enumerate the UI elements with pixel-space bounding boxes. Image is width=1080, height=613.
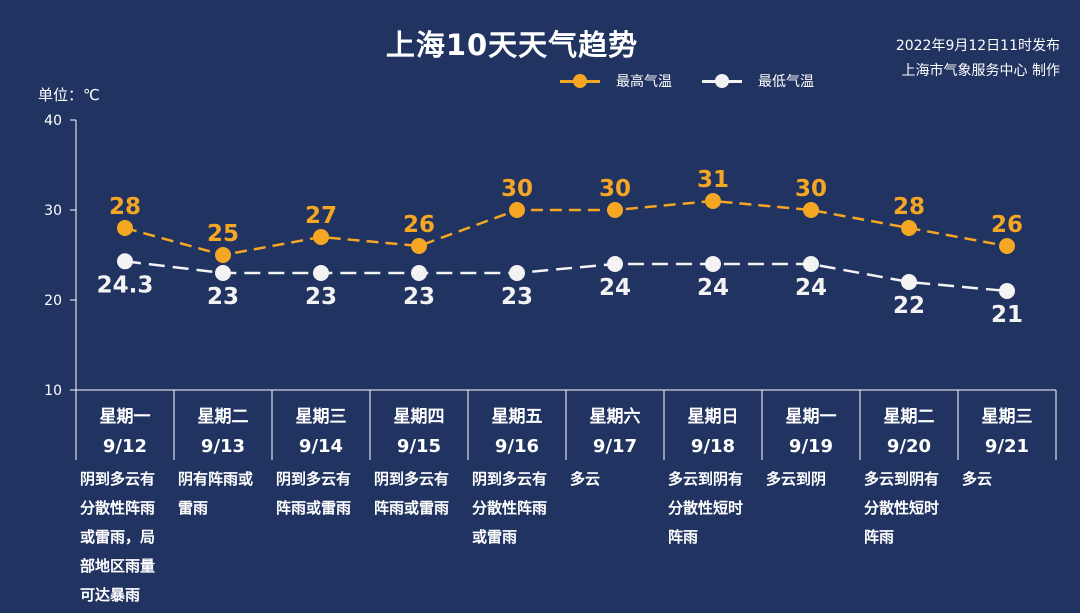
y-tick-label: 10 (44, 383, 62, 399)
weather-description: 多云到阴 (766, 470, 827, 488)
x-date-label: 9/20 (887, 436, 931, 457)
data-label-low: 24.3 (97, 272, 154, 298)
x-date-label: 9/17 (593, 436, 637, 457)
series-line-high (124, 199, 1008, 257)
point-high (215, 247, 231, 263)
legend-swatch-high (560, 74, 600, 88)
weather-description: 阴到多云有 分散性阵雨 或雷雨，局 部地区雨量 可达暴雨 (80, 470, 156, 604)
point-high (411, 238, 427, 254)
x-date-label: 9/14 (299, 436, 343, 457)
data-label-high: 26 (991, 212, 1023, 238)
data-label-low: 24 (697, 275, 729, 301)
weather-description: 阴到多云有 分散性阵雨 或雷雨 (472, 470, 548, 546)
data-label-low: 23 (305, 284, 337, 310)
point-low (411, 265, 427, 281)
legend-item-high: 最高气温 (560, 71, 672, 91)
point-high (607, 202, 623, 218)
data-label-high: 28 (109, 194, 141, 220)
point-high (509, 202, 525, 218)
point-high (901, 220, 917, 236)
x-weekday-label: 星期三 (982, 407, 1033, 427)
x-weekday-label: 星期日 (688, 407, 739, 427)
weather-description: 多云到阴有 分散性短时 阵雨 (864, 470, 940, 546)
point-low (803, 256, 819, 272)
data-label-high: 25 (207, 221, 239, 247)
data-label-low: 23 (403, 284, 435, 310)
legend-item-low: 最低气温 (702, 71, 814, 91)
data-label-high: 31 (697, 167, 729, 193)
data-label-high: 30 (501, 176, 533, 202)
publisher: 上海市气象服务中心 制作 (901, 63, 1060, 79)
weather-description: 阴有阵雨或 雷雨 (178, 470, 254, 517)
legend-label-high: 最高气温 (616, 74, 672, 90)
legend-label-low: 最低气温 (758, 74, 814, 90)
data-label-high: 30 (795, 176, 827, 202)
point-high (705, 193, 721, 209)
point-high (117, 220, 133, 236)
point-low (607, 256, 623, 272)
y-tick-label: 30 (44, 203, 62, 219)
x-date-label: 9/15 (397, 436, 441, 457)
x-weekday-label: 星期二 (884, 407, 935, 427)
x-weekday-label: 星期二 (198, 407, 249, 427)
unit-label: 单位：℃ (38, 86, 100, 104)
point-high (999, 238, 1015, 254)
weather-description: 多云 (962, 470, 993, 488)
data-label-low: 21 (991, 302, 1023, 328)
legend: 最高气温 最低气温 (560, 70, 844, 92)
data-label-high: 28 (893, 194, 925, 220)
x-date-label: 9/12 (103, 436, 147, 457)
data-label-high: 30 (599, 176, 631, 202)
data-label-low: 24 (795, 275, 827, 301)
x-date-label: 9/13 (201, 436, 245, 457)
weather-description: 阴到多云有 阵雨或雷雨 (276, 470, 352, 517)
x-weekday-label: 星期一 (100, 407, 151, 427)
data-label-high: 27 (305, 203, 337, 229)
x-date-label: 9/19 (789, 436, 833, 457)
point-low (705, 256, 721, 272)
point-high (803, 202, 819, 218)
data-label-low: 23 (501, 284, 533, 310)
x-date-label: 9/16 (495, 436, 539, 457)
weather-description: 阴到多云有 阵雨或雷雨 (374, 470, 450, 517)
x-weekday-label: 星期一 (786, 407, 837, 427)
weather-description: 多云 (570, 470, 601, 488)
x-weekday-label: 星期五 (492, 407, 543, 427)
data-label-low: 24 (599, 275, 631, 301)
point-low (313, 265, 329, 281)
y-tick-label: 20 (44, 293, 62, 309)
series-line-low (124, 260, 1008, 293)
x-weekday-label: 星期四 (394, 407, 445, 427)
point-low (509, 265, 525, 281)
point-low (117, 253, 133, 270)
point-low (901, 274, 917, 290)
publish-info: 2022年9月12日11时发布 上海市气象服务中心 制作 (896, 34, 1060, 84)
data-label-high: 26 (403, 212, 435, 238)
legend-swatch-low (702, 74, 742, 88)
publish-date: 2022年9月12日11时发布 (895, 38, 1060, 54)
x-date-label: 9/21 (985, 436, 1029, 457)
chart-title: 上海10天天气趋势 (385, 28, 639, 62)
weather-description: 多云到阴有 分散性短时 阵雨 (668, 470, 744, 546)
point-low (999, 283, 1015, 299)
x-weekday-label: 星期三 (296, 407, 347, 427)
x-date-label: 9/18 (691, 436, 735, 457)
y-tick-label: 40 (44, 113, 62, 129)
x-weekday-label: 星期六 (590, 406, 641, 427)
point-low (215, 265, 231, 281)
data-label-low: 23 (207, 284, 239, 310)
data-label-low: 22 (893, 293, 925, 319)
point-high (313, 229, 329, 245)
